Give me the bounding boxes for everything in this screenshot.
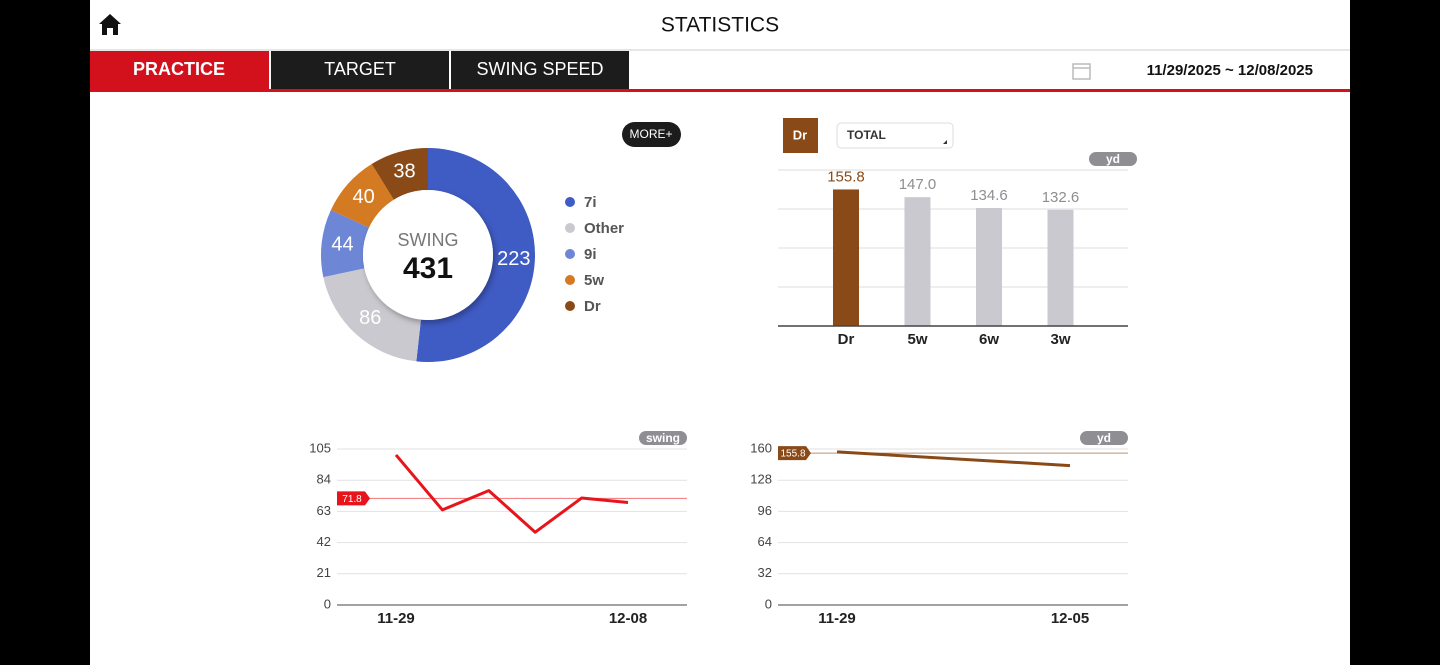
legend-label: 9i	[584, 246, 597, 263]
data-line	[836, 450, 1071, 468]
center-label: SWING	[398, 230, 459, 250]
x-tick-label: 11-29	[377, 610, 415, 627]
tab[interactable]: TARGET	[324, 59, 396, 79]
data-line	[394, 453, 629, 534]
legend-label: 5w	[584, 272, 604, 289]
x-tick-label: 3w	[1050, 331, 1070, 348]
average-badge	[778, 446, 811, 461]
y-tick-label: 63	[317, 503, 331, 518]
y-tick-label: 0	[324, 596, 331, 611]
y-tick-label: 0	[765, 596, 772, 611]
x-tick-label: 5w	[907, 331, 927, 348]
unit-label: yd	[1097, 431, 1111, 445]
legend-dot	[565, 249, 575, 259]
tab[interactable]: PRACTICE	[133, 59, 225, 79]
bar	[976, 208, 1002, 326]
tab-bg[interactable]	[271, 51, 449, 89]
bar	[1047, 209, 1074, 326]
y-tick-label: 96	[758, 503, 772, 518]
donut-hole	[363, 190, 493, 320]
unit-badge	[639, 431, 687, 445]
bar-value-label: 134.6	[970, 187, 1008, 204]
dropdown-arrow	[943, 140, 947, 144]
donut-segment	[330, 164, 394, 228]
segment-label: 40	[353, 186, 375, 208]
legend-dot	[565, 223, 575, 233]
more-label[interactable]: MORE+	[629, 127, 672, 141]
bar-value-label: 147.0	[899, 176, 937, 193]
unit-badge	[1080, 431, 1128, 445]
center-total: 431	[403, 252, 453, 285]
club-label[interactable]: Dr	[793, 127, 807, 142]
average-badge	[337, 491, 370, 506]
donut-segment	[416, 148, 535, 362]
y-tick-label: 105	[309, 440, 331, 455]
page-title: STATISTICS	[661, 14, 779, 37]
unit-badge	[1089, 152, 1137, 166]
y-tick-label: 128	[750, 472, 772, 487]
legend-dot	[565, 301, 575, 311]
y-tick-label: 160	[750, 440, 772, 455]
legend-dot	[565, 197, 575, 207]
donut-segment	[371, 148, 428, 200]
calendar-icon[interactable]	[1072, 63, 1091, 80]
legend-label: Dr	[584, 298, 601, 315]
average-label: 71.8	[342, 494, 362, 505]
x-tick-label: 12-08	[609, 610, 647, 627]
bar	[904, 197, 931, 326]
tab[interactable]: SWING SPEED	[476, 59, 603, 79]
x-tick-label: 6w	[979, 331, 999, 348]
content-bg	[90, 0, 1350, 665]
donut-segment	[323, 268, 421, 362]
tab-underline	[90, 89, 1350, 92]
legend-label: 7i	[584, 194, 597, 211]
y-tick-label: 84	[317, 472, 331, 487]
bar	[833, 189, 859, 326]
segment-label: 223	[497, 248, 530, 270]
filter-dropdown[interactable]	[836, 122, 954, 149]
club-button[interactable]	[783, 118, 818, 153]
bar-value-label: 155.8	[827, 168, 865, 185]
divider	[90, 49, 1350, 51]
legend-label: Other	[584, 220, 624, 237]
y-tick-label: 32	[758, 565, 772, 580]
home-icon[interactable]	[99, 14, 121, 35]
bar-value-label: 132.6	[1042, 189, 1080, 206]
more-button[interactable]	[622, 122, 681, 147]
x-tick-label: 12-05	[1051, 610, 1089, 627]
y-tick-label: 21	[317, 565, 331, 580]
date-range[interactable]: 11/29/2025 ~ 12/08/2025	[1147, 62, 1313, 79]
x-tick-label: 11-29	[818, 610, 856, 627]
unit-label: swing	[646, 431, 680, 445]
donut-segment	[320, 210, 370, 278]
tab-bg[interactable]	[451, 51, 629, 89]
tab-bg[interactable]	[90, 51, 269, 89]
unit-label: yd	[1106, 152, 1120, 166]
x-tick-label: Dr	[838, 331, 855, 348]
segment-label: 44	[331, 234, 353, 256]
y-tick-label: 64	[758, 534, 772, 549]
y-tick-label: 42	[317, 534, 331, 549]
average-label: 155.8	[780, 449, 805, 460]
segment-label: 38	[393, 161, 415, 183]
segment-label: 86	[359, 307, 381, 329]
legend-dot	[565, 275, 575, 285]
filter-label[interactable]: TOTAL	[847, 128, 886, 142]
